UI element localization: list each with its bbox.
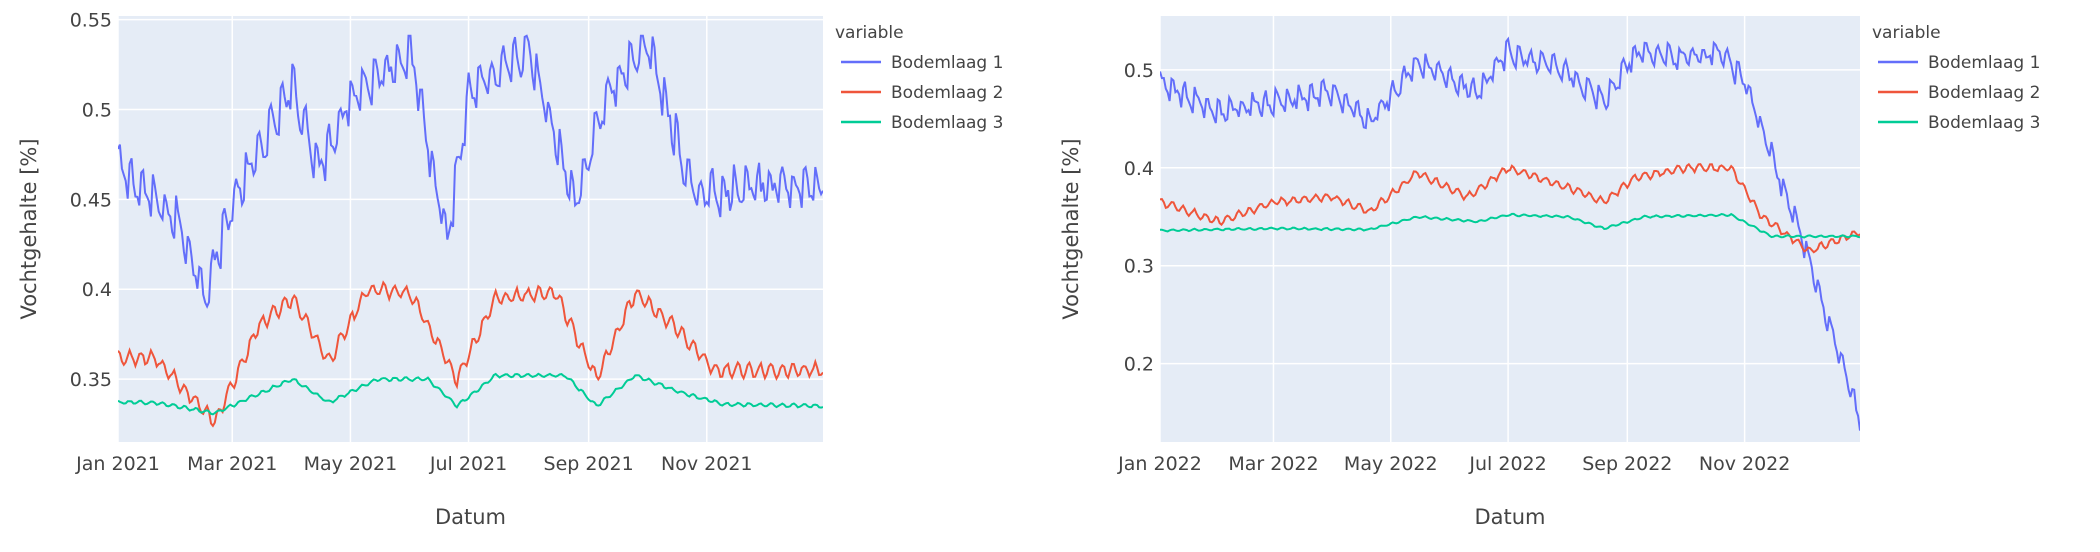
chart-panel-2: Jan 2022 Mar 2022 May 2022 Jul 2022 Sep 2022… bbox=[1059, 16, 2040, 529]
legend-label: Bodemlaag 2 bbox=[891, 83, 1003, 103]
y-tick-label: 0.5 bbox=[82, 99, 112, 121]
y-tick-label: 0.4 bbox=[82, 279, 112, 301]
y-tick-label: 0.4 bbox=[1124, 158, 1154, 180]
x-tick-label: Jan 2021 bbox=[75, 453, 160, 475]
y-tick-label: 0.35 bbox=[70, 369, 112, 391]
x-tick-label: Jul 2021 bbox=[429, 453, 507, 475]
x-axis-title: Datum bbox=[1474, 505, 1545, 529]
series-line-1 bbox=[118, 34, 823, 309]
legend: variable Bodemlaag 1 Bodemlaag 2 Bodemlaag … bbox=[835, 23, 1003, 133]
x-tick-label: Mar 2022 bbox=[1228, 453, 1318, 475]
y-axis-title: Vochtgehalte [%] bbox=[1059, 138, 1083, 319]
legend-title: variable bbox=[835, 23, 904, 43]
legend-label: Bodemlaag 3 bbox=[1928, 113, 2040, 133]
x-tick-label: Sep 2022 bbox=[1582, 453, 1672, 475]
x-tick-label: Mar 2021 bbox=[187, 453, 277, 475]
series-line-1 bbox=[1160, 36, 1860, 431]
y-tick-label: 0.2 bbox=[1124, 354, 1154, 376]
legend-label: Bodemlaag 1 bbox=[891, 53, 1003, 73]
y-axis-title: Vochtgehalte [%] bbox=[17, 138, 41, 319]
y-tick-label: 0.3 bbox=[1124, 256, 1154, 278]
x-tick-label: Nov 2021 bbox=[661, 453, 752, 475]
legend-label: Bodemlaag 3 bbox=[891, 113, 1003, 133]
y-tick-label: 0.5 bbox=[1124, 60, 1154, 82]
y-tick-label: 0.45 bbox=[70, 189, 112, 211]
x-tick-label: Nov 2022 bbox=[1699, 453, 1790, 475]
legend-title: variable bbox=[1872, 23, 1941, 43]
x-tick-label: May 2021 bbox=[304, 453, 398, 475]
x-tick-label: Jan 2022 bbox=[1117, 453, 1202, 475]
series-line-2 bbox=[118, 280, 823, 428]
x-tick-label: Jul 2022 bbox=[1468, 453, 1546, 475]
series-line-2 bbox=[1160, 162, 1860, 254]
chart-panel-1: Jan 2021 Mar 2021 May 2021 Jul 2021 Sep 2021… bbox=[17, 10, 1003, 529]
series-line-3 bbox=[118, 372, 823, 416]
x-tick-label: May 2022 bbox=[1344, 453, 1438, 475]
series-line-3 bbox=[1160, 212, 1860, 239]
y-tick-label: 0.55 bbox=[70, 10, 112, 32]
legend-label: Bodemlaag 2 bbox=[1928, 83, 2040, 103]
legend: variable Bodemlaag 1 Bodemlaag 2 Bodemlaag … bbox=[1872, 23, 2040, 133]
x-tick-label: Sep 2021 bbox=[544, 453, 634, 475]
x-axis-title: Datum bbox=[435, 505, 506, 529]
legend-label: Bodemlaag 1 bbox=[1928, 53, 2040, 73]
